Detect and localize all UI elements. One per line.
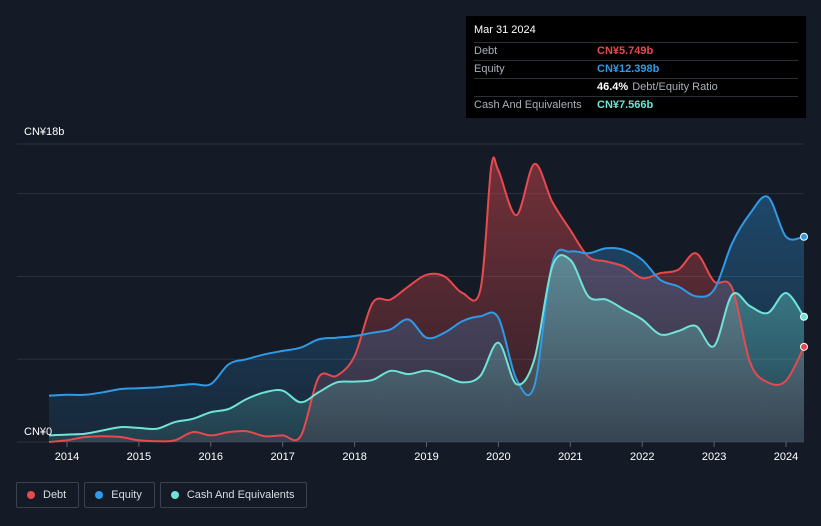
legend-dot-icon: [95, 491, 104, 499]
legend-dot-icon: [170, 491, 179, 499]
legend-dot-icon: [27, 491, 35, 499]
x-tick-label: 2022: [630, 451, 654, 463]
legend-item-debt[interactable]: Debt: [16, 482, 80, 508]
series-lines: [48, 156, 805, 443]
tooltip-value: 46.4%: [597, 81, 629, 93]
tooltip-label: [474, 79, 597, 96]
y-tick-label-top: CN¥18b: [24, 126, 64, 138]
legend-item-cash[interactable]: Cash And Equivalents: [159, 482, 308, 508]
legend-label: Cash And Equivalents: [186, 489, 295, 501]
equity-end-marker: [800, 232, 808, 241]
legend-item-equity[interactable]: Equity: [84, 482, 155, 508]
cash-area: [49, 255, 804, 442]
x-tick-label: 2018: [342, 451, 366, 463]
tooltip-row-cash: Cash And Equivalents CN¥7.566b: [474, 96, 798, 114]
x-tick-label: 2015: [127, 451, 151, 463]
y-tick-label-bottom: CN¥0: [24, 426, 52, 438]
tooltip-date: Mar 31 2024: [474, 24, 536, 36]
tooltip-extra: Debt/Equity Ratio: [632, 81, 718, 93]
x-tick-label: 2014: [55, 451, 79, 463]
legend-label: Equity: [111, 489, 142, 501]
tooltip-panel: Mar 31 2024 Debt CN¥5.749b Equity CN¥12.…: [466, 16, 806, 118]
x-tick-label: 2024: [774, 451, 798, 463]
tooltip-row-equity: Equity CN¥12.398b: [474, 60, 798, 78]
x-tick-label: 2016: [199, 451, 223, 463]
tooltip-row-debt: Debt CN¥5.749b: [474, 42, 798, 60]
debt-line: [48, 156, 805, 443]
tooltip-label: Equity: [474, 63, 505, 75]
legend-label: Debt: [43, 489, 67, 501]
equity-line: [48, 195, 805, 397]
series-areas: [49, 157, 804, 443]
x-tick-label: 2017: [270, 451, 294, 463]
tooltip-value: CN¥12.398b: [597, 63, 660, 75]
tooltip-label: Cash And Equivalents: [474, 99, 582, 111]
cash-line: [48, 254, 805, 437]
x-tick-label: 2019: [414, 451, 438, 463]
debt-end-marker: [800, 342, 808, 351]
x-tick-label: 2020: [486, 451, 510, 463]
tooltip-label: Debt: [474, 45, 498, 57]
legend: Debt Equity Cash And Equivalents: [16, 482, 308, 508]
tooltip-value: CN¥7.566b: [597, 99, 654, 111]
x-axis: 2014 2015 2016 2017 2018 2019 2020 2021 2022 2023…: [55, 442, 798, 463]
cash-end-marker: [800, 312, 808, 321]
tooltip-row-ratio: 46.4% Debt/Equity Ratio: [474, 78, 798, 96]
x-tick-label: 2023: [702, 451, 726, 463]
tooltip-value: CN¥5.749b: [597, 45, 654, 57]
end-markers: [800, 232, 808, 351]
x-tick-label: 2021: [558, 451, 582, 463]
